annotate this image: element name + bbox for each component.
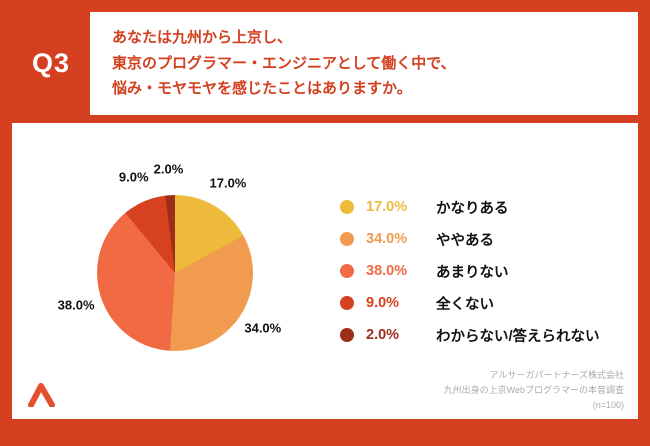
- infographic-page: { "page": { "background_color": "#D33F1F…: [0, 12, 650, 446]
- pie-slice-value-label: 34.0%: [244, 320, 282, 336]
- chart-card: 17.0% 34.0% 38.0% 9.0% 2.0% 17.0% かなりある 34.0% や…: [12, 122, 638, 419]
- question-line-2: 東京のプログラマー・エンジニアとして働く中で、: [112, 54, 456, 72]
- legend-item: 17.0% かなりある: [340, 197, 600, 218]
- arsaga-logo-icon: [28, 382, 55, 407]
- legend-percentage: 9.0%: [366, 295, 400, 311]
- pie-slice-value-label: 38.0%: [57, 297, 95, 313]
- legend-label: 全くない: [436, 296, 494, 313]
- source-line-company: アルサーガパートナーズ株式会社: [489, 369, 624, 380]
- legend-color-dot: [340, 296, 354, 310]
- legend: 17.0% かなりある 34.0% ややある 38.0% あまりない 9.0% 全くない 2.0…: [340, 197, 600, 357]
- pie-slice-value-label: 9.0%: [118, 169, 149, 185]
- source-line-survey: 九州出身の上京Webプログラマーの本音調査: [443, 384, 624, 395]
- legend-percentage: 17.0%: [366, 199, 408, 215]
- legend-item: 9.0% 全くない: [340, 293, 600, 314]
- legend-label: ややある: [436, 232, 494, 249]
- legend-label: わからない/答えられない: [436, 328, 600, 345]
- question-number: Q3: [31, 47, 71, 78]
- legend-color-dot: [340, 328, 354, 342]
- pie-chart: [97, 194, 253, 351]
- legend-item: 38.0% あまりない: [340, 261, 600, 282]
- pie-slice-value-label: 17.0%: [209, 175, 247, 191]
- legend-color-dot: [340, 264, 354, 278]
- legend-color-dot: [340, 200, 354, 214]
- legend-percentage: 2.0%: [366, 327, 400, 343]
- legend-label: あまりない: [436, 264, 509, 281]
- source-line-sample: (n=100): [592, 399, 624, 410]
- question-line-3: 悩み・モヤモヤを感じたことはありますか。: [112, 80, 412, 97]
- legend-percentage: 34.0%: [366, 231, 408, 247]
- legend-percentage: 38.0%: [366, 263, 408, 279]
- question-line-1: あなたは九州から上京し、: [112, 29, 293, 46]
- legend-item: 34.0% ややある: [340, 229, 600, 250]
- question-header: Q3 あなたは九州から上京し、 東京のプログラマー・エンジニアとして働く中で、 …: [12, 12, 638, 115]
- source-attribution: アルサーガパートナーズ株式会社 九州出身の上京Webプログラマーの本音調査 (n…: [444, 368, 624, 413]
- legend-color-dot: [340, 232, 354, 246]
- pie-slice-value-label: 2.0%: [153, 161, 184, 177]
- question-box: あなたは九州から上京し、 東京のプログラマー・エンジニアとして働く中で、 悩み・…: [90, 12, 638, 115]
- legend-label: かなりある: [436, 200, 509, 217]
- legend-item: 2.0% わからない/答えられない: [340, 325, 600, 346]
